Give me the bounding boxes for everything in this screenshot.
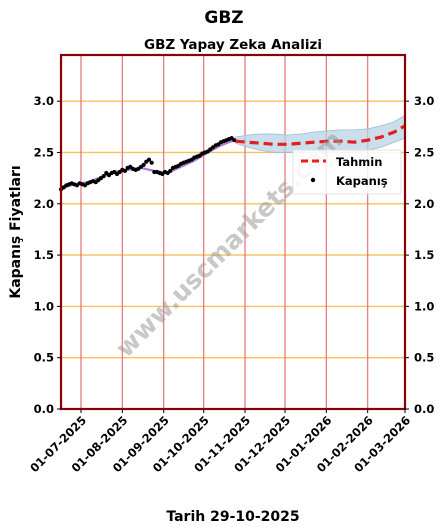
y-tick-label-right-0: 0.0 bbox=[414, 402, 434, 416]
plot-border bbox=[59, 53, 407, 411]
close-point-41 bbox=[168, 168, 173, 173]
x-axis-label: Tarih 29-10-2025 bbox=[166, 509, 299, 525]
y-tick-label-right-6: 3.0 bbox=[414, 94, 434, 108]
y-axis-label: Kapanış Fiyatları bbox=[8, 165, 24, 298]
forecast-polyline bbox=[235, 124, 406, 146]
y-tick-label-right-5: 2.5 bbox=[414, 145, 434, 159]
y-ticks-right: 0.0 0.5 1.0 1.5 2.0 2.5 3.0 bbox=[405, 94, 434, 416]
y-tick-label-left-6: 3.0 bbox=[34, 94, 54, 108]
y-tick-label-right-2: 1.0 bbox=[414, 299, 434, 313]
chart-subtitle: GBZ Yapay Zeka Analizi bbox=[144, 37, 322, 53]
y-ticks-left: 0.0 0.5 1.0 1.5 2.0 2.5 3.0 bbox=[34, 94, 61, 416]
close-point-24 bbox=[122, 168, 128, 173]
close-point-65 bbox=[232, 138, 237, 143]
legend: Tahmin Kapanış bbox=[292, 149, 402, 195]
legend-box bbox=[292, 149, 402, 195]
y-tick-label-left-1: 0.5 bbox=[34, 351, 54, 365]
y-tick-label-left-4: 2.0 bbox=[34, 197, 54, 211]
y-tick-label-left-3: 1.5 bbox=[34, 248, 54, 262]
close-point-31 bbox=[141, 162, 146, 167]
legend-close-swatch bbox=[310, 177, 316, 183]
y-tick-label-right-3: 1.5 bbox=[414, 248, 434, 262]
x-ticks: 01-07-202501-08-202501-09-202501-10-2025… bbox=[27, 409, 413, 475]
y-tick-label-left-0: 0.0 bbox=[34, 402, 54, 416]
chart-title: GBZ bbox=[204, 8, 243, 28]
fit-polyline bbox=[60, 139, 235, 190]
legend-close-label: Kapanış bbox=[336, 174, 388, 188]
y-tick-label-right-1: 0.5 bbox=[414, 351, 434, 365]
close-point-33 bbox=[146, 157, 152, 162]
y-tick-label-left-5: 2.5 bbox=[34, 145, 54, 159]
plot-frame bbox=[59, 53, 407, 411]
close-point-34 bbox=[149, 160, 154, 165]
close-points bbox=[58, 136, 237, 192]
close-point-16 bbox=[101, 174, 106, 179]
legend-forecast-label: Tahmin bbox=[336, 155, 382, 169]
forecast-line bbox=[235, 124, 406, 146]
y-tick-label-right-4: 2.0 bbox=[414, 197, 434, 211]
fit-line bbox=[60, 139, 235, 190]
grid-lines bbox=[61, 55, 406, 410]
y-tick-label-left-2: 1.0 bbox=[34, 299, 54, 313]
